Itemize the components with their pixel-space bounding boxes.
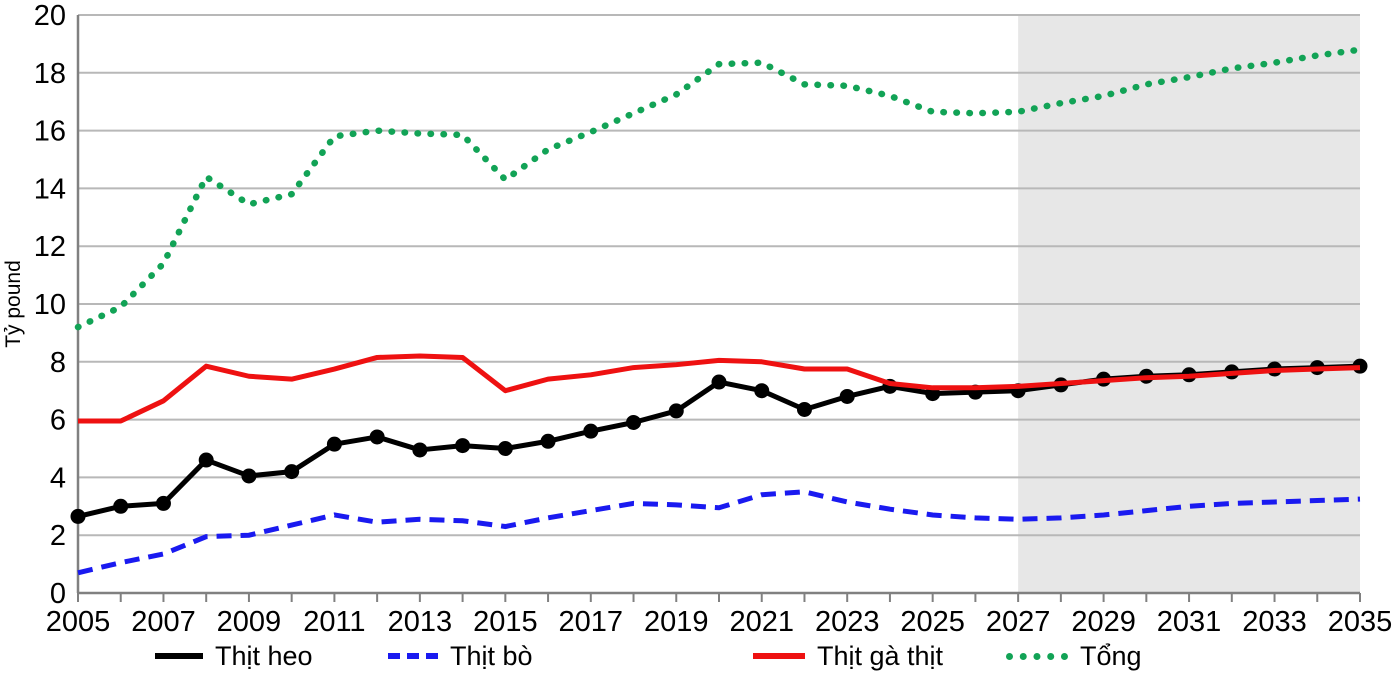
x-tick-label: 2017 bbox=[559, 606, 624, 634]
data-point-thit-heo bbox=[113, 498, 129, 514]
y-tick-label: 18 bbox=[34, 58, 66, 90]
data-point-thit-heo bbox=[155, 495, 171, 511]
legend-line-sample-thit-heo bbox=[155, 653, 203, 659]
data-point-thit-heo bbox=[796, 401, 812, 417]
legend-line-sample-tong bbox=[1006, 652, 1068, 660]
legend-line-sample-thit-ga-thit bbox=[753, 653, 805, 659]
x-tick-label: 2033 bbox=[1242, 606, 1307, 634]
legend-item-thit-bo: Thịt bò bbox=[388, 634, 533, 678]
x-tick-label: 2029 bbox=[1071, 606, 1136, 634]
data-point-thit-heo bbox=[70, 508, 86, 524]
y-tick-label: 6 bbox=[50, 405, 66, 437]
data-point-thit-heo bbox=[754, 383, 770, 399]
y-tick-label: 8 bbox=[50, 347, 66, 379]
legend-item-thit-ga-thit: Thịt gà thịt bbox=[753, 634, 943, 678]
x-tick-label: 2021 bbox=[729, 606, 794, 634]
y-tick-label: 2 bbox=[50, 520, 66, 552]
x-tick-label: 2035 bbox=[1328, 606, 1393, 634]
legend-label: Thịt heo bbox=[215, 640, 313, 671]
data-point-thit-heo bbox=[369, 429, 385, 445]
data-point-thit-heo bbox=[839, 388, 855, 404]
y-tick-label: 4 bbox=[50, 462, 66, 494]
x-tick-label: 2009 bbox=[217, 606, 282, 634]
data-point-thit-heo bbox=[497, 441, 513, 456]
series-line-tong bbox=[74, 46, 1364, 331]
y-tick-label: 0 bbox=[50, 578, 66, 610]
y-tick-label: 20 bbox=[34, 0, 66, 32]
data-point-thit-heo bbox=[711, 374, 727, 390]
data-point-thit-heo bbox=[284, 464, 300, 480]
legend-line-sample-thit-bo bbox=[388, 653, 438, 659]
data-point-thit-heo bbox=[241, 468, 257, 484]
x-tick-label: 2013 bbox=[388, 606, 453, 634]
y-tick-label: 10 bbox=[34, 289, 66, 321]
series-line-thit-bo bbox=[77, 489, 1361, 576]
x-tick-label: 2005 bbox=[46, 606, 111, 634]
legend-label: Thịt bò bbox=[450, 640, 533, 671]
x-tick-label: 2011 bbox=[303, 606, 365, 634]
x-tick-label: 2025 bbox=[900, 606, 965, 634]
data-point-thit-heo bbox=[583, 423, 599, 439]
data-point-thit-heo bbox=[668, 403, 684, 419]
x-tick-label: 2019 bbox=[644, 606, 709, 634]
data-point-thit-heo bbox=[412, 442, 428, 458]
series-line-thit-ga-thit bbox=[78, 353, 1361, 424]
y-axis-title: Tỷ pound bbox=[2, 260, 25, 348]
x-tick-label: 2007 bbox=[131, 606, 196, 634]
data-point-thit-heo bbox=[626, 414, 642, 430]
data-point-thit-heo bbox=[326, 436, 342, 452]
legend-label: Tổng bbox=[1080, 640, 1142, 671]
line-chart: 0 2 4 6 8 10 12 14 16 18 20 2005 2007 2009 2011 2013 201… bbox=[2, 0, 1393, 634]
y-tick-label: 14 bbox=[34, 173, 66, 205]
y-tick-label: 12 bbox=[34, 231, 66, 263]
x-tick-label: 2031 bbox=[1157, 606, 1222, 634]
legend-item-thit-heo: Thịt heo bbox=[155, 634, 313, 678]
data-point-thit-heo bbox=[455, 438, 471, 454]
chart-legend: Thịt heo Thịt bò Thịt gà thịt Tổng bbox=[0, 634, 1400, 678]
data-point-thit-heo bbox=[540, 433, 556, 449]
x-tick-label: 2023 bbox=[815, 606, 880, 634]
x-tick-label: 2015 bbox=[473, 606, 538, 634]
y-tick-label: 16 bbox=[34, 116, 66, 148]
legend-label: Thịt gà thịt bbox=[817, 640, 944, 671]
x-tick-label: 2027 bbox=[986, 606, 1051, 634]
legend-item-tong: Tổng bbox=[1006, 634, 1142, 678]
data-point-thit-heo bbox=[198, 452, 214, 468]
